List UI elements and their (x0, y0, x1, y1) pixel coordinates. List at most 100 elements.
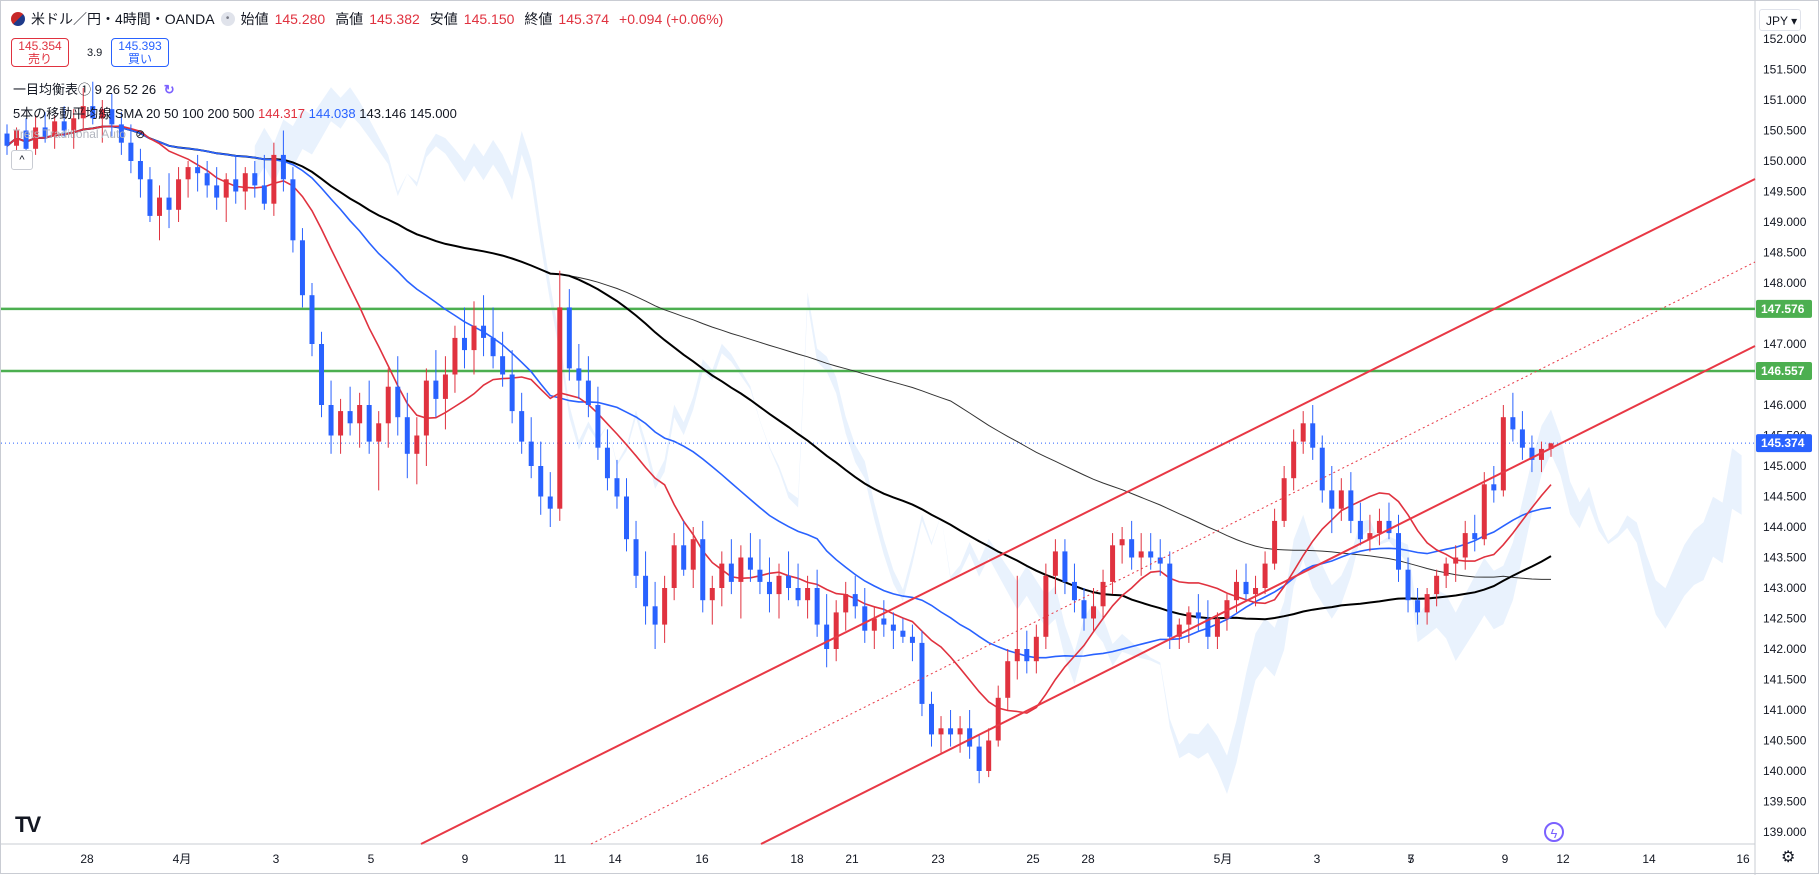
candle-body[interactable] (1214, 618, 1220, 637)
candle-body[interactable] (1205, 618, 1211, 637)
candle-body[interactable] (766, 581, 772, 595)
candle-body[interactable] (299, 240, 305, 296)
candle-body[interactable] (252, 173, 258, 186)
candle-body[interactable] (1052, 551, 1058, 576)
candle-body[interactable] (395, 386, 401, 418)
candle-body[interactable] (795, 588, 801, 601)
candle-body[interactable] (814, 588, 820, 625)
candle-body[interactable] (385, 386, 391, 424)
candle-body[interactable] (1519, 429, 1525, 448)
candle-body[interactable] (928, 703, 934, 735)
candle-body[interactable] (414, 435, 420, 454)
candle-body[interactable] (366, 405, 372, 442)
candle-body[interactable] (1500, 417, 1506, 491)
candle-body[interactable] (214, 185, 220, 198)
candle-body[interactable] (1110, 545, 1116, 582)
lightning-icon[interactable]: ϟ (1544, 822, 1564, 842)
candle-body[interactable] (1224, 600, 1230, 619)
candle-body[interactable] (1348, 490, 1354, 521)
candle-body[interactable] (14, 130, 20, 146)
candle-body[interactable] (576, 368, 582, 381)
candle-body[interactable] (61, 121, 67, 131)
buy-button[interactable]: 145.393 買い (111, 38, 169, 67)
candle-body[interactable] (461, 337, 467, 351)
candle-body[interactable] (728, 563, 734, 582)
candle-body[interactable] (566, 307, 572, 369)
candle-body[interactable] (147, 179, 153, 216)
candle-body[interactable] (42, 127, 48, 137)
channel-mid-line[interactable] (590, 261, 1756, 845)
candle-body[interactable] (967, 728, 973, 747)
candle-body[interactable] (442, 374, 448, 399)
candle-body[interactable] (1462, 533, 1468, 558)
candle-body[interactable] (166, 197, 172, 210)
channel-lower-line[interactable] (760, 345, 1756, 845)
candle-body[interactable] (71, 118, 77, 131)
candle-body[interactable] (80, 106, 86, 119)
refresh-icon[interactable]: ↻ (163, 82, 175, 97)
candle-body[interactable] (719, 563, 725, 588)
tradingview-logo-icon[interactable]: TV (15, 812, 41, 837)
candle-body[interactable] (824, 624, 830, 649)
candle-body[interactable] (1376, 520, 1382, 534)
candle-body[interactable] (690, 539, 696, 570)
candle-body[interactable] (204, 173, 210, 186)
candle-body[interactable] (1310, 423, 1316, 448)
candle-body[interactable] (595, 405, 601, 448)
candle-body[interactable] (919, 642, 925, 704)
candle-body[interactable] (1233, 581, 1239, 601)
channel-upper-line[interactable] (420, 178, 1756, 845)
candle-body[interactable] (271, 154, 277, 204)
candle-body[interactable] (1405, 569, 1411, 601)
candle-body[interactable] (1472, 533, 1478, 540)
candle-body[interactable] (1167, 563, 1173, 637)
candle-body[interactable] (328, 405, 334, 436)
candle-body[interactable] (604, 447, 610, 479)
candle-body[interactable] (776, 575, 782, 595)
candle-body[interactable] (614, 478, 620, 497)
candle-body[interactable] (52, 121, 58, 137)
candle-body[interactable] (176, 179, 182, 210)
candle-body[interactable] (500, 356, 506, 375)
candle-body[interactable] (509, 374, 515, 412)
candle-body[interactable] (1033, 636, 1039, 662)
candle-body[interactable] (671, 545, 677, 588)
candle-body[interactable] (1138, 551, 1144, 558)
candle-body[interactable] (109, 109, 115, 125)
candle-body[interactable] (633, 539, 639, 576)
candle-body[interactable] (309, 295, 315, 344)
candle-body[interactable] (319, 344, 325, 405)
candle-body[interactable] (871, 618, 877, 631)
candle-body[interactable] (1386, 520, 1392, 534)
candle-body[interactable] (1281, 478, 1287, 521)
candle-body[interactable] (137, 161, 143, 180)
candle-body[interactable] (995, 697, 1001, 741)
candle-body[interactable] (909, 636, 915, 643)
candle-body[interactable] (547, 496, 553, 509)
candle-body[interactable] (786, 575, 792, 588)
candle-body[interactable] (452, 337, 458, 375)
candle-body[interactable] (557, 307, 563, 509)
candle-body[interactable] (128, 142, 134, 161)
candle-body[interactable] (404, 417, 410, 454)
candle-body[interactable] (757, 569, 763, 582)
candle-body[interactable] (1243, 581, 1249, 595)
candle-body[interactable] (242, 173, 248, 192)
candle-body[interactable] (376, 423, 382, 442)
candle-body[interactable] (833, 612, 839, 649)
candle-body[interactable] (528, 441, 534, 466)
candle-body[interactable] (1014, 649, 1020, 662)
candle-body[interactable] (99, 109, 105, 119)
candle-body[interactable] (747, 557, 753, 570)
candle-body[interactable] (1434, 575, 1440, 595)
candle-body[interactable] (1529, 447, 1535, 460)
candle-body[interactable] (957, 728, 963, 735)
candle-body[interactable] (948, 728, 954, 735)
more-icon[interactable]: • (220, 12, 235, 26)
candle-body[interactable] (433, 380, 439, 399)
candle-body[interactable] (519, 411, 525, 442)
candle-body[interactable] (1071, 581, 1077, 601)
candle-body[interactable] (1510, 417, 1516, 430)
